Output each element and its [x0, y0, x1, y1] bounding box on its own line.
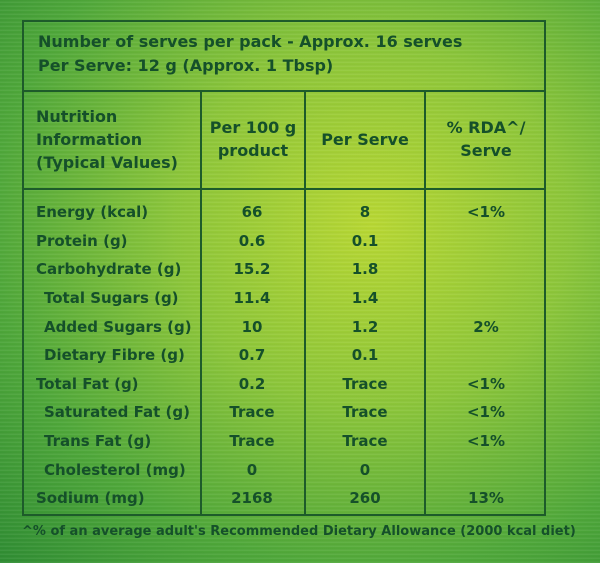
value-rda: [426, 455, 546, 484]
nutrient-name: Total Fat (g): [36, 374, 139, 393]
serves-per-pack: Number of serves per pack - Approx. 16 s…: [38, 32, 463, 51]
table-row: Sodium (mg) 2168 260 13%: [24, 484, 544, 513]
value-per-serve: 260: [349, 489, 381, 508]
per-serve-size: Per Serve: 12 g (Approx. 1 Tbsp): [38, 56, 334, 75]
serving-info: Number of serves per pack - Approx. 16 s…: [24, 22, 544, 92]
nutrition-label: Number of serves per pack - Approx. 16 s…: [22, 20, 546, 516]
value-rda: [426, 227, 546, 256]
value-per-serve: 1.2: [351, 317, 379, 336]
value-rda: <1%: [466, 203, 506, 222]
table-row: Dietary Fibre (g) 0.7 0.1: [24, 341, 544, 370]
value-per-serve: 0: [359, 460, 371, 479]
value-rda: [426, 341, 546, 370]
value-per-100g: 10: [241, 317, 263, 336]
nutrient-name: Protein (g): [36, 231, 128, 250]
value-per-serve: 1.8: [351, 260, 379, 279]
nutrient-name: Cholesterol (mg): [44, 460, 186, 479]
column-header-per-100g: Per 100 g product: [202, 90, 304, 188]
table-row: Energy (kcal) 66 8 <1%: [24, 198, 544, 227]
nutrient-name: Trans Fat (g): [44, 432, 152, 451]
value-rda: <1%: [466, 432, 506, 451]
value-rda: 2%: [473, 317, 499, 336]
value-per-100g: 0: [246, 460, 258, 479]
column-header-per-serve-text: Per Serve: [321, 129, 409, 149]
nutrition-table: Nutrition Information (Typical Values) P…: [24, 90, 544, 516]
value-per-100g: 0.2: [238, 374, 266, 393]
value-per-serve: 0.1: [351, 346, 379, 365]
table-row: Added Sugars (g) 10 1.2 2%: [24, 312, 544, 341]
value-per-serve: Trace: [342, 374, 388, 393]
column-header-nutrient: Nutrition Information (Typical Values): [36, 90, 198, 188]
nutrient-name: Carbohydrate (g): [36, 260, 182, 279]
table-row: Carbohydrate (g) 15.2 1.8: [24, 255, 544, 284]
nutrient-name: Sodium (mg): [36, 489, 145, 508]
value-per-serve: Trace: [342, 432, 388, 451]
value-rda: [426, 255, 546, 284]
column-divider: [304, 90, 306, 516]
value-rda: <1%: [466, 374, 506, 393]
value-per-serve: 0.1: [351, 231, 379, 250]
value-per-100g: 15.2: [233, 260, 271, 279]
table-row: Protein (g) 0.6 0.1: [24, 227, 544, 256]
value-per-100g: 0.6: [238, 231, 266, 250]
header-divider: [24, 188, 544, 190]
value-per-serve: 8: [359, 203, 371, 222]
table-row: Saturated Fat (g) Trace Trace <1%: [24, 398, 544, 427]
nutrient-name: Dietary Fibre (g): [44, 346, 185, 365]
value-per-100g: 0.7: [238, 346, 266, 365]
column-divider: [424, 90, 426, 516]
value-rda: 13%: [468, 489, 504, 508]
column-header-rda-text: % RDA^/ Serve: [446, 118, 526, 160]
value-per-serve: Trace: [342, 403, 388, 422]
value-per-100g: 2168: [231, 489, 273, 508]
nutrient-name: Total Sugars (g): [44, 289, 179, 308]
value-per-100g: Trace: [229, 432, 275, 451]
table-row: Total Fat (g) 0.2 Trace <1%: [24, 370, 544, 399]
table-row: Trans Fat (g) Trace Trace <1%: [24, 427, 544, 456]
value-per-100g: Trace: [229, 403, 275, 422]
value-per-serve: 1.4: [351, 289, 379, 308]
column-header-per-100g-text: Per 100 g product: [209, 118, 297, 160]
table-row: Total Sugars (g) 11.4 1.4: [24, 284, 544, 313]
column-header-rda: % RDA^/ Serve: [426, 90, 546, 188]
value-rda: <1%: [466, 403, 506, 422]
value-per-100g: 11.4: [233, 289, 271, 308]
rda-footnote: ^% of an average adult's Recommended Die…: [22, 524, 576, 539]
column-header-nutrient-text: Nutrition Information (Typical Values): [36, 106, 178, 172]
value-per-100g: 66: [241, 203, 263, 222]
value-rda: [426, 284, 546, 313]
table-row: Cholesterol (mg) 0 0: [24, 455, 544, 484]
nutrient-rows: Energy (kcal) 66 8 <1% Protein (g) 0.6 0.1 Carb…: [24, 198, 544, 513]
column-header-per-serve: Per Serve: [306, 90, 424, 188]
nutrient-name: Energy (kcal): [36, 203, 149, 222]
nutrient-name: Added Sugars (g): [44, 317, 192, 336]
nutrient-name: Saturated Fat (g): [44, 403, 190, 422]
column-divider: [200, 90, 202, 516]
